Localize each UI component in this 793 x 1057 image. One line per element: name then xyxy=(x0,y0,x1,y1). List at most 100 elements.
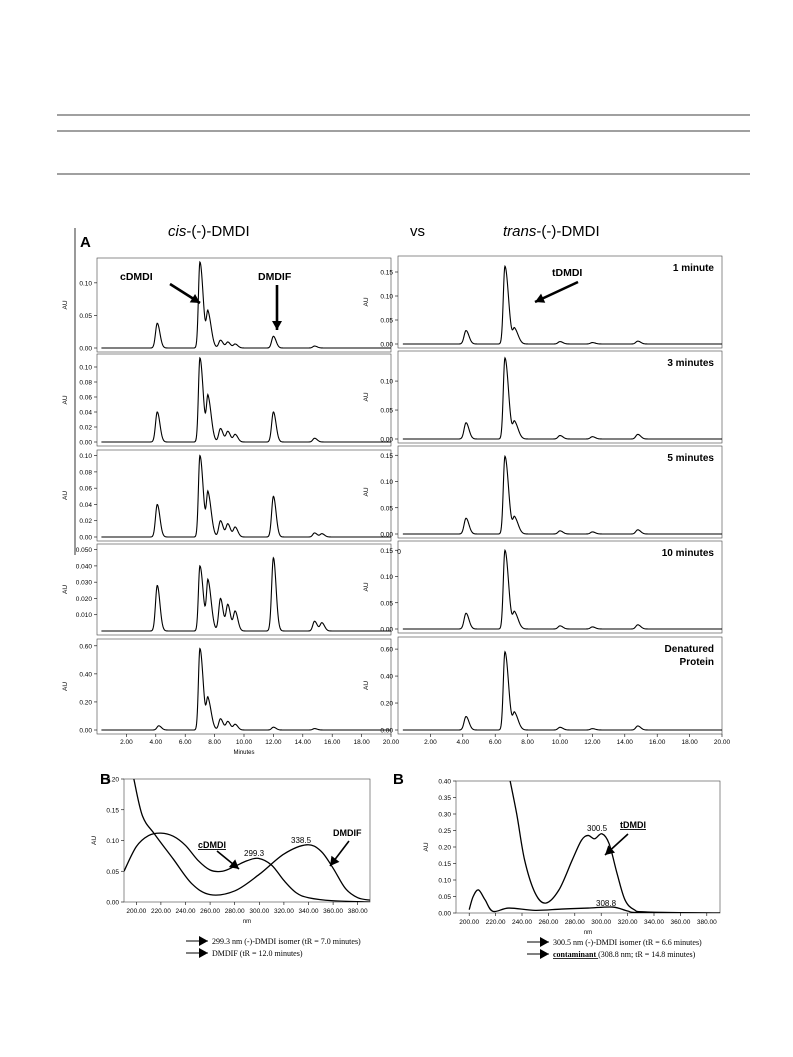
subplot-4: 0.00 0.05 0.10 0.15 AU 10 minutes xyxy=(363,540,723,634)
y-tick-label: 0.35 xyxy=(438,795,451,802)
x-tick-label: 340.00 xyxy=(299,908,319,915)
x-tick-label: 220.00 xyxy=(486,919,506,926)
x-tick-label: 10.00 xyxy=(236,739,253,746)
panel-b-right-label: B xyxy=(393,771,404,788)
middle-title: vs xyxy=(410,223,425,240)
arrow-dmdif-spectrum-head xyxy=(330,855,340,866)
time-label-line2: Protein xyxy=(680,657,714,668)
y-tick-label: 0.050 xyxy=(76,547,93,554)
x-tick-label: 280.00 xyxy=(565,919,585,926)
x-tick-label: 2.00 xyxy=(120,739,133,746)
arrow-cdmdi-spectrum-head xyxy=(228,859,239,869)
legend-row-1-text: 300.5 nm (-)-DMDI isomer (tR = 6.6 minut… xyxy=(553,938,702,947)
subplot-2: 0.00 0.02 0.04 0.06 0.08 0.10 AU xyxy=(62,353,392,447)
legend-row-2-text: DMDIF (tR = 12.0 minutes) xyxy=(212,949,303,958)
y-tick-label: 0.02 xyxy=(79,425,92,432)
x-axis-label: nm xyxy=(243,919,251,925)
subplot-4: 0.010 0.020 0.030 0.040 0.050 AU xyxy=(62,543,392,636)
y-axis-label: AU xyxy=(91,836,98,845)
arrow-tdmdi-head xyxy=(535,293,546,303)
arrow-tdmdi xyxy=(534,280,579,304)
arrow-dmdif-head xyxy=(272,321,282,330)
y-tick-label: 0.15 xyxy=(380,270,393,277)
x-axis-label: Minutes xyxy=(233,750,254,756)
subplot-frame xyxy=(96,543,392,636)
x-tick-label: 14.00 xyxy=(617,739,634,746)
legend-trans: 300.5 nm (-)-DMDI isomer (tR = 6.6 minut… xyxy=(527,937,702,959)
time-label: 3 minutes xyxy=(667,358,714,369)
y-axis-label: AU xyxy=(363,297,370,306)
y-tick-label: 0.00 xyxy=(79,728,92,735)
chromatogram-trace xyxy=(101,647,391,731)
y-tick-label: 0.06 xyxy=(79,395,92,402)
subplot-frame xyxy=(96,449,392,542)
subplot-3: 0.00 0.05 0.10 0.15 AU 5 minutes xyxy=(363,445,723,539)
y-tick-label: 0.60 xyxy=(79,643,92,650)
legend-row-1-arrow-head xyxy=(199,936,208,946)
peak-label-308: 308.8 xyxy=(596,899,617,908)
right-title-suffix: -(-)-DMDI xyxy=(536,223,599,240)
y-tick-label: 0.020 xyxy=(76,596,93,603)
x-tick-label: 240.00 xyxy=(512,919,532,926)
y-tick-label: 0.05 xyxy=(380,318,393,325)
chromatogram-trace xyxy=(101,260,391,349)
annotation-tdmdi: tDMDI xyxy=(552,267,582,279)
subplot-frame xyxy=(96,638,392,735)
x-tick-label: 18.00 xyxy=(353,739,370,746)
y-tick-label: 0.60 xyxy=(380,647,393,654)
subplot-frame xyxy=(397,540,723,634)
y-axis-label: AU xyxy=(363,681,370,690)
legend-row-2-arrow xyxy=(186,948,208,958)
y-tick-label: 0.05 xyxy=(380,505,393,512)
legend-row-1-arrow-head xyxy=(540,937,549,947)
spectrum-series-2 xyxy=(468,889,720,913)
peak-label-338: 338.5 xyxy=(291,836,312,845)
y-tick-label: 0.15 xyxy=(106,807,119,814)
y-axis-label: AU xyxy=(363,392,370,401)
y-tick-label: 0.00 xyxy=(79,535,92,542)
chromatogram-panel-cis: 0.00 0.05 0.10 AU 0.00 0.02 0.04 0.06 0.08 0.10 AU… xyxy=(62,257,401,756)
x-tick-label: 2.00 xyxy=(424,739,437,746)
y-tick-label: 0.10 xyxy=(79,280,92,287)
x-axis: 2.00 4.00 6.00 8.00 10.00 12.00 14.00 16.00 18.0… xyxy=(120,734,400,756)
subplot-frame xyxy=(96,353,392,447)
legend-row-2-retention: (tR = 12.0 minutes) xyxy=(240,949,303,958)
annotation-cdmdi: cDMDI xyxy=(120,271,153,283)
y-tick-label: 0.10 xyxy=(79,453,92,460)
y-tick-label: 0.25 xyxy=(438,828,451,835)
legend-row-1-arrow xyxy=(186,936,208,946)
chromatogram-trace xyxy=(402,454,722,535)
y-tick-label: 0.00 xyxy=(380,437,393,444)
subplot-frame xyxy=(397,255,723,349)
y-axis-label: AU xyxy=(62,300,69,309)
x-tick-label: 280.00 xyxy=(225,908,245,915)
legend-row-1-arrow xyxy=(527,937,549,947)
x-axis-label: nm xyxy=(584,930,592,936)
y-tick-label: 0.06 xyxy=(79,486,92,493)
time-label: 10 minutes xyxy=(662,548,715,559)
x-tick-label: 340.00 xyxy=(644,919,664,926)
legend-row-1-name: 299.3 nm (-)-DMDI isomer xyxy=(212,937,302,946)
x-tick-label: 18.00 xyxy=(681,739,698,746)
legend-row-1-retention: (tR = 7.0 minutes) xyxy=(302,937,361,946)
y-tick-label: 0.15 xyxy=(380,548,393,555)
y-axis-label: AU xyxy=(62,491,69,500)
x-tick-label: 12.00 xyxy=(584,739,601,746)
x-tick-label: 240.00 xyxy=(176,908,196,915)
legend-row-2-text: contaminant (308.8 nm; tR = 14.8 minutes… xyxy=(553,950,696,959)
y-tick-label: 0.05 xyxy=(106,869,119,876)
x-tick-label: 300.00 xyxy=(249,908,269,915)
x-tick-label: 200.00 xyxy=(126,908,146,915)
y-tick-label: 0.40 xyxy=(380,674,393,681)
y-tick-label: 0.05 xyxy=(438,894,451,901)
chromatogram-trace xyxy=(402,356,722,440)
y-tick-label: 0.00 xyxy=(380,627,393,634)
chromatogram-trace xyxy=(101,556,391,632)
y-tick-label: 0.15 xyxy=(380,453,393,460)
y-tick-label: 0.10 xyxy=(106,838,119,845)
y-tick-label: 0.20 xyxy=(380,701,393,708)
x-tick-label: 300.00 xyxy=(591,919,611,926)
subplot-2: 0.00 0.05 0.10 AU 3 minutes xyxy=(363,350,723,444)
y-tick-label: 0.20 xyxy=(106,777,119,784)
